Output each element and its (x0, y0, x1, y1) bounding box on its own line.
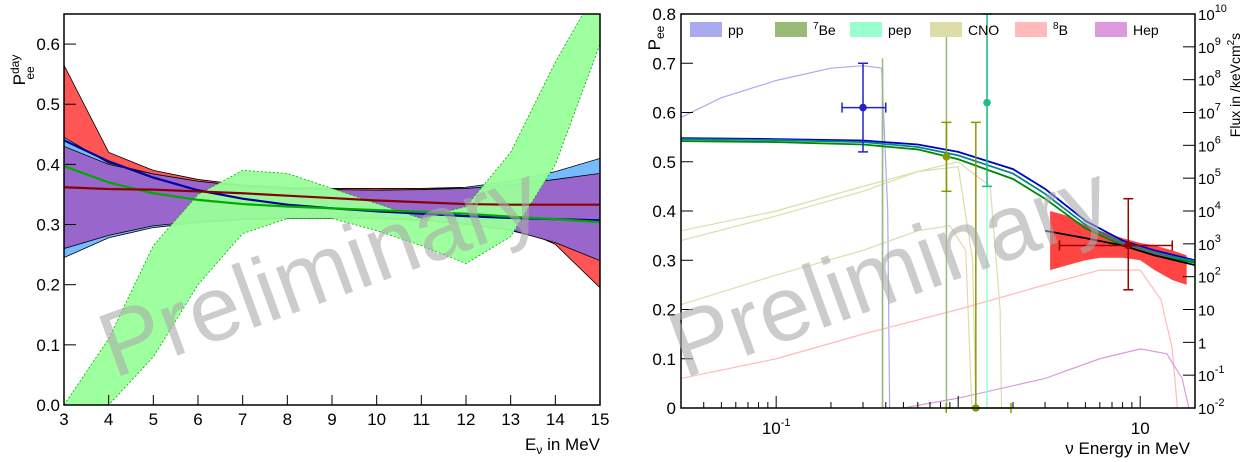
right-y-tick-label: 0.1 (652, 350, 676, 369)
right-y-tick-label: 0.7 (652, 54, 676, 73)
right-y2-tick-label: 10-2 (1198, 397, 1224, 418)
right-y2-axis-title: Flux in /keVcm2s (1226, 33, 1243, 137)
data-point (941, 121, 952, 193)
right-spectra (681, 28, 1190, 408)
right-y-tick-label: 0.4 (652, 202, 676, 221)
flux-spectrum (681, 161, 1003, 408)
left-y-tick-label: 0.3 (36, 216, 60, 235)
right-plot-frame (680, 13, 1196, 409)
legend-swatch (930, 22, 962, 37)
legend-label: 7Be (813, 21, 836, 38)
left-line (64, 186, 600, 206)
right-y2-tick-label: 109 (1198, 36, 1221, 57)
left-x-tick-label: 9 (327, 410, 336, 429)
left-y-axis-title: Pday (8, 55, 29, 86)
left-x-tick-label: 3 (59, 410, 68, 429)
right-y-tick-label: 0 (667, 399, 676, 418)
legend-label: CNO (968, 22, 999, 38)
right-points (841, 13, 1174, 413)
right-ticks: 0 0.1 0.2 0.3 0.4 0.5 0.6 0.7 0.8 10-1 10 10-2 10-1 1… (652, 3, 1227, 438)
left-x-tick-label: 11 (413, 410, 431, 429)
legend-swatch (850, 22, 882, 37)
left-x-tick-label: 13 (501, 410, 520, 429)
left-ticks: 3 4 5 6 7 8 9 10 11 12 13 14 15 0.0 0.1 0.2 0.3 0.4 0.5 0.6 (36, 35, 609, 429)
left-line (64, 165, 600, 224)
right-legend: pp 7Be pep CNO 8B Hep (690, 21, 1159, 38)
right-y2-tick-label: 104 (1198, 200, 1221, 221)
left-x-tick-label: 7 (238, 410, 247, 429)
legend-item: CNO (930, 22, 999, 38)
legend-item: 8B (1015, 21, 1068, 38)
legend-item: Hep (1095, 22, 1159, 38)
left-y-tick-label: 0.6 (36, 35, 60, 54)
legend-label: pp (728, 22, 744, 38)
right-y2-tick-label: 105 (1198, 167, 1221, 188)
left-x-tick-label: 15 (591, 410, 610, 429)
left-x-axis-title: Eν in MeV (525, 435, 601, 457)
b8-band (1050, 211, 1187, 285)
legend-item: pp (690, 22, 744, 38)
right-y2-tick-label: 10 (1198, 303, 1215, 320)
right-y-axis-title: Pee (645, 25, 667, 50)
right-band (1050, 211, 1187, 285)
legend-swatch (1015, 22, 1047, 37)
right-y2-tick-label: 10-1 (1198, 364, 1224, 385)
right-y2-tick-label: 103 (1198, 233, 1221, 254)
point-marker (859, 103, 867, 112)
right-chart-panel: 0 0.1 0.2 0.3 0.4 0.5 0.6 0.7 0.8 10-1 10 10-2 10-1 1… (645, 3, 1243, 458)
right-y-tick-label: 0.3 (652, 251, 676, 270)
left-x-tick-label: 4 (104, 410, 113, 429)
left-band (64, 14, 600, 405)
point-marker (1124, 241, 1133, 250)
left-x-tick-label: 14 (546, 410, 565, 429)
legend-item: pep (850, 22, 912, 38)
legend-swatch (775, 22, 807, 37)
flux-spectrum (681, 65, 891, 408)
data-point (841, 62, 887, 153)
right-y-tick-label: 0.6 (652, 104, 676, 123)
left-x-tick-label: 8 (283, 410, 292, 429)
left-chart-panel: 3 4 5 6 7 8 9 10 11 12 13 14 15 0.0 0.1 0.2 0.3 0.4 0.5 0.6… (8, 13, 609, 457)
left-plot-frame (63, 13, 601, 406)
left-x-tick-label: 6 (193, 410, 202, 429)
left-y-tick-label: 0.1 (36, 336, 60, 355)
legend-label: pep (888, 22, 912, 38)
legend-label: 8B (1053, 21, 1068, 38)
right-y2-tick-label: 1010 (1198, 3, 1227, 24)
left-y-axis-title-sub: ee (23, 66, 37, 80)
legend-swatch (690, 22, 722, 37)
right-y2-tick-label: 1 (1198, 335, 1206, 352)
flux-spectrum (681, 269, 1178, 408)
left-x-tick-label: 10 (367, 410, 386, 429)
right-y2-tick-label: 106 (1198, 134, 1221, 155)
left-x-tick-label: 5 (149, 410, 158, 429)
left-y-tick-label: 0.5 (36, 95, 60, 114)
legend-item: 7Be (775, 21, 836, 38)
data-point (1058, 197, 1174, 291)
left-x-tick-label: 12 (457, 410, 476, 429)
right-y2-tick-label: 107 (1198, 102, 1221, 123)
right-x-tick-label: 10 (1131, 419, 1150, 438)
flux-spectrum (903, 348, 1190, 408)
right-x-tick-label: 10-1 (762, 417, 791, 438)
left-y-tick-label: 0.0 (36, 396, 60, 415)
legend-label: Hep (1133, 22, 1159, 38)
flux-spectrum (681, 225, 973, 408)
point-marker (983, 98, 991, 107)
right-y-tick-label: 0.5 (652, 153, 676, 172)
point-marker (942, 153, 951, 161)
legend-swatch (1095, 22, 1127, 37)
right-y2-tick-label: 108 (1198, 69, 1221, 90)
left-y-tick-label: 0.4 (36, 155, 60, 174)
right-curves (681, 137, 1195, 267)
msw-curve (681, 138, 1195, 263)
msw-curve (681, 137, 1195, 262)
left-y-tick-label: 0.2 (36, 276, 60, 295)
right-y-tick-label: 0.2 (652, 301, 676, 320)
left-lines (64, 139, 600, 224)
right-y2-tick-label: 102 (1198, 266, 1221, 287)
right-y-tick-label: 0.8 (652, 5, 676, 24)
right-x-axis-title: ν Energy in MeV (1065, 439, 1190, 458)
